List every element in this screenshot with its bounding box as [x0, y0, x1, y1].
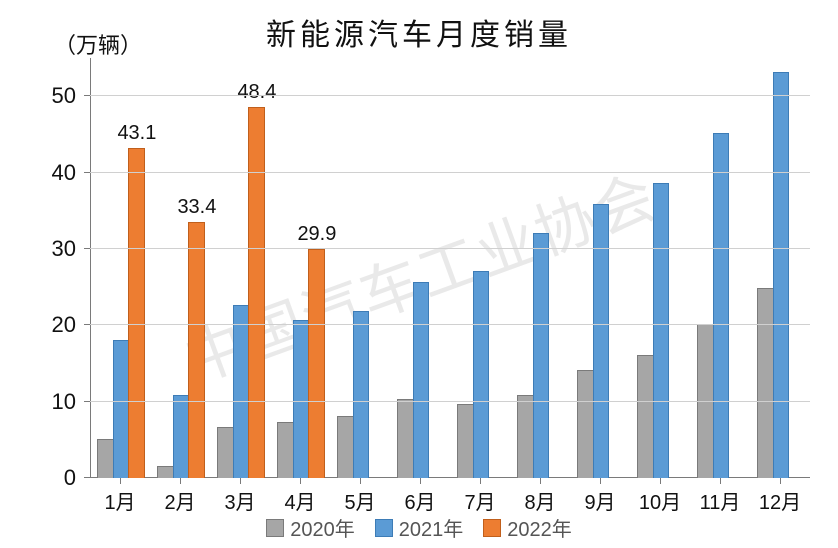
bar-group: 33.42月	[150, 58, 210, 478]
legend-item: 2022年	[483, 513, 572, 542]
bar	[157, 466, 174, 478]
x-tick-mark	[120, 478, 121, 484]
x-tick-label: 9月	[584, 486, 615, 515]
y-tick-mark	[84, 248, 90, 249]
bar	[413, 282, 430, 478]
bar	[233, 305, 250, 478]
bar	[397, 399, 414, 478]
bar-group: 6月	[390, 58, 450, 478]
y-tick-mark	[84, 95, 90, 96]
x-tick-mark	[420, 478, 421, 484]
bar	[293, 320, 310, 478]
x-tick-label: 10月	[639, 486, 681, 515]
plot-area: 43.11月33.42月48.43月29.94月5月6月7月8月9月10月11月…	[90, 58, 810, 478]
legend-swatch	[266, 519, 284, 537]
bar	[713, 133, 730, 478]
bar	[337, 416, 354, 478]
x-tick-label: 2月	[164, 486, 195, 515]
bar	[473, 271, 490, 478]
x-tick-label: 5月	[344, 486, 375, 515]
y-tick-label: 40	[52, 160, 90, 186]
bar	[757, 288, 774, 478]
bar: 43.1	[128, 148, 145, 478]
x-tick-mark	[240, 478, 241, 484]
x-tick-mark	[480, 478, 481, 484]
x-tick-mark	[300, 478, 301, 484]
gridline	[90, 401, 810, 402]
y-tick-mark	[84, 401, 90, 402]
bar	[517, 395, 534, 478]
legend-label: 2022年	[507, 513, 572, 542]
x-tick-label: 7月	[464, 486, 495, 515]
x-tick-label: 8月	[524, 486, 555, 515]
x-tick-label: 4月	[284, 486, 315, 515]
bar-group: 10月	[630, 58, 690, 478]
bar-group: 7月	[450, 58, 510, 478]
y-tick-label: 10	[52, 389, 90, 415]
x-tick-label: 12月	[759, 486, 801, 515]
x-tick-mark	[660, 478, 661, 484]
gridline	[90, 248, 810, 249]
x-tick-mark	[720, 478, 721, 484]
bar	[277, 422, 294, 478]
x-tick-mark	[360, 478, 361, 484]
y-tick-label: 20	[52, 312, 90, 338]
legend: 2020年 2021年 2022年	[0, 513, 838, 542]
y-tick-label: 50	[52, 83, 90, 109]
bar-group: 48.43月	[210, 58, 270, 478]
bar	[773, 72, 790, 478]
y-tick-label: 30	[52, 236, 90, 262]
gridline	[90, 172, 810, 173]
bar	[217, 427, 234, 478]
bar	[457, 404, 474, 478]
x-tick-label: 6月	[404, 486, 435, 515]
bar	[97, 439, 114, 478]
bar-group: 5月	[330, 58, 390, 478]
y-axis-unit: （万辆）	[54, 28, 142, 60]
legend-label: 2020年	[290, 513, 355, 542]
x-tick-label: 3月	[224, 486, 255, 515]
x-tick-mark	[540, 478, 541, 484]
legend-item: 2021年	[375, 513, 464, 542]
bar	[353, 311, 370, 478]
bar	[653, 183, 670, 478]
bar	[577, 370, 594, 478]
bar	[637, 355, 654, 478]
bar-groups: 43.11月33.42月48.43月29.94月5月6月7月8月9月10月11月…	[90, 58, 810, 478]
y-tick-mark	[84, 324, 90, 325]
x-tick-mark	[180, 478, 181, 484]
bar-group: 29.94月	[270, 58, 330, 478]
bar: 33.4	[188, 222, 205, 478]
nev-monthly-sales-chart: 新能源汽车月度销量 （万辆） 43.11月33.42月48.43月29.94月5…	[0, 0, 838, 548]
x-tick-mark	[780, 478, 781, 484]
bar-group: 8月	[510, 58, 570, 478]
bar	[173, 395, 190, 478]
legend-swatch	[483, 519, 501, 537]
bar-group: 43.11月	[90, 58, 150, 478]
x-tick-label: 11月	[700, 486, 741, 515]
y-tick-mark	[84, 172, 90, 173]
bar-group: 12月	[750, 58, 810, 478]
bar	[533, 233, 550, 478]
gridline	[90, 324, 810, 325]
legend-swatch	[375, 519, 393, 537]
bar: 48.4	[248, 107, 265, 478]
bar-group: 11月	[690, 58, 750, 478]
x-tick-label: 1月	[104, 486, 135, 515]
bar-group: 9月	[570, 58, 630, 478]
legend-label: 2021年	[399, 513, 464, 542]
y-tick-label: 0	[64, 465, 90, 491]
x-tick-mark	[600, 478, 601, 484]
legend-item: 2020年	[266, 513, 355, 542]
bar	[593, 204, 610, 478]
gridline	[90, 95, 810, 96]
bar	[113, 340, 130, 478]
bar: 29.9	[308, 249, 325, 478]
y-tick-mark	[84, 477, 90, 478]
